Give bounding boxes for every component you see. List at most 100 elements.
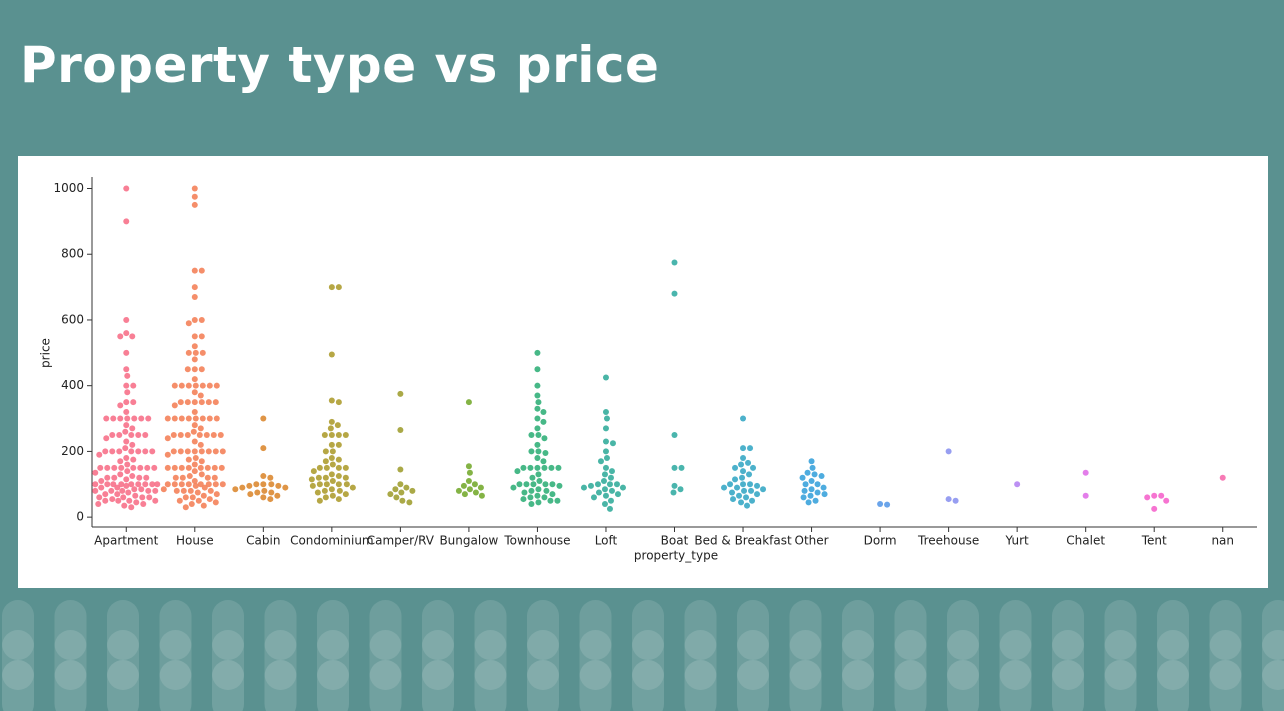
data-point [197, 425, 204, 432]
data-point [398, 489, 405, 496]
data-point [194, 489, 201, 496]
chart: price property_type 0 200 400 600 800 1000 Apa… [18, 156, 1268, 588]
data-point [619, 484, 626, 491]
data-point [809, 464, 816, 471]
data-point [321, 487, 328, 494]
y-tick-label: 1000 [53, 181, 84, 195]
data-point [399, 497, 406, 504]
data-point [198, 267, 205, 274]
data-point [92, 487, 99, 494]
data-point [343, 481, 350, 488]
data-point [534, 392, 541, 399]
data-point [602, 425, 609, 432]
data-point [171, 402, 178, 409]
data-point [123, 399, 130, 406]
data-point [177, 431, 184, 438]
data-point [123, 482, 130, 489]
data-point [118, 464, 125, 471]
data-point [152, 487, 159, 494]
data-point [521, 489, 528, 496]
data-point [805, 499, 812, 506]
data-point [199, 415, 206, 422]
data-point [213, 382, 220, 389]
data-point [528, 448, 535, 455]
data-point [602, 464, 609, 471]
data-point [110, 481, 117, 488]
data-point [460, 482, 467, 489]
data-point [177, 448, 184, 455]
data-point [195, 497, 202, 504]
x-tick-label: Bed & Breakfast [694, 534, 792, 548]
data-point [212, 499, 219, 506]
data-point [151, 464, 158, 471]
data-point [549, 491, 556, 498]
data-point [192, 415, 199, 422]
data-point [149, 481, 156, 488]
data-point [199, 349, 206, 356]
data-point [217, 431, 224, 438]
data-point [123, 218, 130, 225]
data-point [535, 499, 542, 506]
x-tick-label: Camper/RV [367, 534, 435, 548]
data-point [602, 492, 609, 499]
data-point [210, 431, 217, 438]
data-point [260, 445, 267, 452]
data-point [140, 500, 147, 507]
y-tick-label: 600 [61, 312, 84, 326]
data-point [212, 399, 219, 406]
data-point [329, 461, 336, 468]
data-point [114, 491, 121, 498]
data-point [945, 448, 952, 455]
data-point [814, 481, 821, 488]
data-point [335, 464, 342, 471]
data-point [191, 408, 198, 415]
data-point [138, 415, 145, 422]
x-tick-label: Tent [1141, 534, 1167, 548]
data-point [200, 492, 207, 499]
data-point [129, 473, 136, 480]
data-point [1158, 492, 1165, 499]
data-point [191, 366, 198, 373]
data-point [115, 497, 122, 504]
data-point [455, 487, 462, 494]
data-point [750, 464, 757, 471]
data-point [542, 481, 549, 488]
data-point [335, 441, 342, 448]
data-point [514, 468, 521, 475]
data-point [102, 448, 109, 455]
data-point [185, 456, 192, 463]
data-point [131, 486, 138, 493]
data-point [197, 481, 204, 488]
data-point [121, 502, 128, 509]
data-point [945, 496, 952, 503]
data-point [392, 486, 399, 493]
data-point [734, 484, 741, 491]
data-point [123, 476, 130, 483]
data-point [808, 486, 815, 493]
x-tick-label: Dorm [864, 534, 897, 548]
data-point [196, 431, 203, 438]
x-tick-label: Townhouse [503, 534, 570, 548]
data-point [104, 464, 111, 471]
data-point [164, 435, 171, 442]
data-point [600, 477, 607, 484]
data-point [523, 481, 530, 488]
y-tick-label: 800 [61, 247, 84, 261]
data-point [191, 468, 198, 475]
data-point [109, 496, 116, 503]
data-point [119, 487, 126, 494]
data-point [1219, 474, 1226, 481]
data-point [814, 489, 821, 496]
data-point [601, 471, 608, 478]
data-point [132, 492, 139, 499]
data-point [534, 382, 541, 389]
data-point [128, 504, 135, 511]
data-point [117, 415, 124, 422]
data-point [322, 474, 329, 481]
data-point [534, 405, 541, 412]
data-point [129, 425, 136, 432]
data-point [177, 399, 184, 406]
data-point [185, 481, 192, 488]
data-point [191, 448, 198, 455]
data-point [268, 481, 275, 488]
